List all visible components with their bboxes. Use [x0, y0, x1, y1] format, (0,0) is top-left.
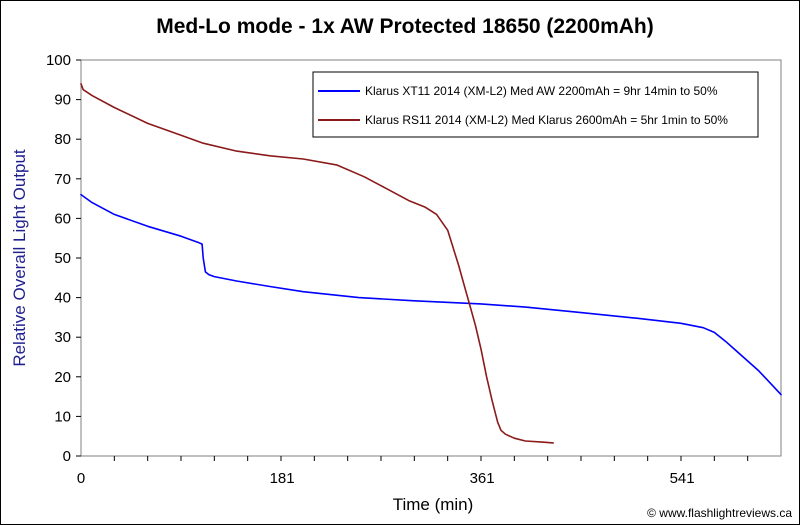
y-tick-label: 40 [54, 290, 71, 307]
y-tick-label: 0 [63, 448, 71, 465]
y-tick-label: 50 [54, 250, 71, 267]
y-tick-label: 60 [54, 210, 71, 227]
y-axis: 0 10 20 30 40 50 60 70 80 90 100 [46, 52, 81, 465]
y-tick-label: 80 [54, 131, 71, 148]
x-axis-label: Time (min) [393, 495, 474, 514]
legend-label-xt11: Klarus XT11 2014 (XM-L2) Med AW 2200mAh … [365, 84, 718, 98]
legend: Klarus XT11 2014 (XM-L2) Med AW 2200mAh … [312, 71, 759, 138]
legend-box [312, 71, 759, 138]
y-tick-label: 70 [54, 171, 71, 188]
y-tick-label: 10 [54, 408, 71, 425]
legend-label-rs11: Klarus RS11 2014 (XM-L2) Med Klarus 2600… [365, 113, 728, 127]
x-tick-label: 181 [270, 470, 295, 487]
x-tick-label: 541 [670, 470, 695, 487]
x-tick-label: 0 [77, 470, 85, 487]
chart-title: Med-Lo mode - 1x AW Protected 18650 (220… [156, 15, 654, 38]
y-tick-label: 20 [54, 369, 71, 386]
y-tick-label: 100 [46, 52, 71, 69]
series-group [80, 83, 782, 444]
series-line-xt11 [80, 193, 782, 396]
y-axis-label: Relative Overall Light Output [10, 149, 29, 367]
y-tick-label: 90 [54, 92, 71, 109]
y-tick-label: 30 [54, 329, 71, 346]
x-tick-label: 361 [470, 470, 495, 487]
credit-text: © www.flashlightreviews.ca [647, 506, 792, 520]
series-line-rs11 [80, 83, 555, 444]
x-axis: 0 181 361 541 [77, 456, 749, 487]
